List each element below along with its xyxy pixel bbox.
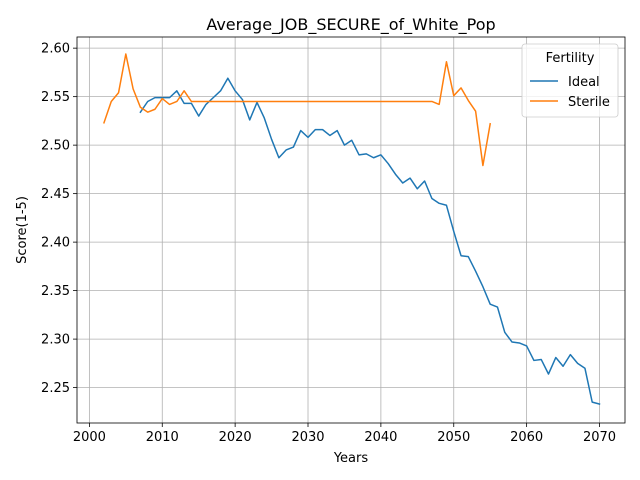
y-tick-label: 2.50 [41, 139, 70, 154]
plot-frame [76, 36, 626, 424]
ticks: 2000 2010 2020 2030 2040 2050 2060 2070 2.25 2.30… [41, 42, 616, 445]
x-tick-label: 2020 [219, 430, 252, 445]
x-tick-label: 2000 [73, 430, 106, 445]
y-tick-label: 2.60 [41, 42, 70, 57]
legend-box [521, 43, 619, 118]
x-tick-label: 2060 [510, 430, 543, 445]
y-tick-label: 2.25 [41, 381, 70, 396]
y-tick-label: 2.55 [41, 90, 70, 105]
y-tick-label: 2.35 [41, 284, 70, 299]
series-lines [103, 53, 601, 406]
legend-label-ideal: Ideal [568, 75, 600, 90]
x-tick-label: 2010 [146, 430, 179, 445]
chart-title: Average_JOB_SECURE_of_White_Pop [206, 15, 495, 35]
x-tick-label: 2050 [437, 430, 470, 445]
legend-title: Fertility [546, 51, 595, 66]
y-tick-label: 2.30 [41, 333, 70, 348]
y-tick-label: 2.45 [41, 187, 70, 202]
x-tick-label: 2070 [583, 430, 616, 445]
series-line-sterile [103, 53, 492, 167]
y-axis-label: Score(1-5) [15, 196, 30, 264]
series-line-ideal [139, 77, 601, 406]
x-tick-label: 2030 [291, 430, 324, 445]
legend-label-sterile: Sterile [568, 95, 610, 110]
legend: Fertility Ideal Sterile [521, 43, 619, 118]
y-tick-label: 2.40 [41, 236, 70, 251]
x-tick-label: 2040 [364, 430, 397, 445]
x-axis-label: Years [333, 451, 369, 466]
